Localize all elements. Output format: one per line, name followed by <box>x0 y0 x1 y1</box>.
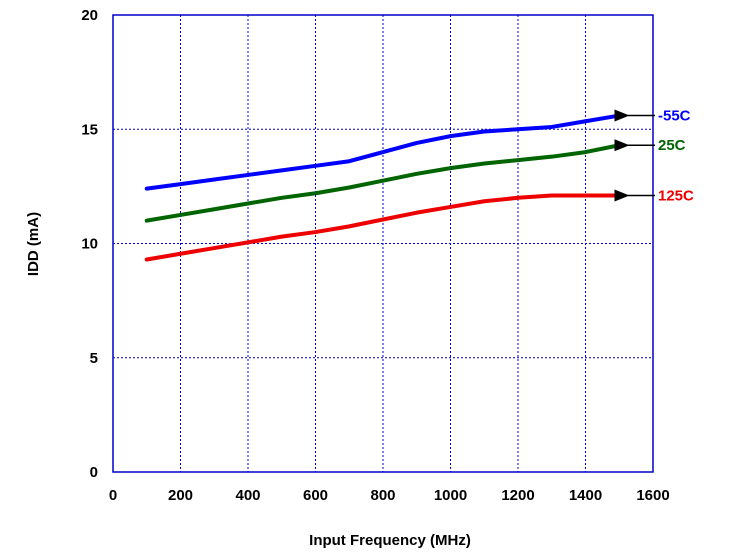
x-tick-label: 0 <box>109 487 117 504</box>
x-axis-title: Input Frequency (MHz) <box>309 532 471 549</box>
series-label: 25C <box>658 137 686 154</box>
x-tick-label: 1200 <box>501 487 534 504</box>
series-line <box>144 143 622 223</box>
y-tick-label: 20 <box>81 7 98 24</box>
x-tick-label: 1400 <box>569 487 602 504</box>
series-line <box>144 113 622 191</box>
y-tick-label: 0 <box>90 464 98 481</box>
grid <box>113 15 653 472</box>
x-axis-ticks: 0 200 400 600 800 1000 1200 1400 1600 <box>109 487 670 504</box>
x-tick-label: 1000 <box>434 487 467 504</box>
x-tick-label: 200 <box>168 487 193 504</box>
series-label: 125C <box>658 188 694 205</box>
y-axis-title: IDD (mA) <box>25 212 42 276</box>
y-tick-label: 15 <box>81 121 98 138</box>
plot-area <box>112 14 654 473</box>
y-tick-label: 10 <box>81 236 98 253</box>
series-line <box>144 193 622 262</box>
series-group <box>144 113 622 262</box>
y-axis-ticks: 0 5 10 15 20 <box>81 7 98 481</box>
x-tick-label: 1600 <box>636 487 669 504</box>
series-labels: -55C 25C 125C <box>614 108 694 205</box>
x-tick-label: 800 <box>370 487 395 504</box>
y-tick-label: 5 <box>90 350 98 367</box>
x-tick-label: 400 <box>235 487 260 504</box>
series-label: -55C <box>658 108 691 125</box>
x-tick-label: 600 <box>303 487 328 504</box>
